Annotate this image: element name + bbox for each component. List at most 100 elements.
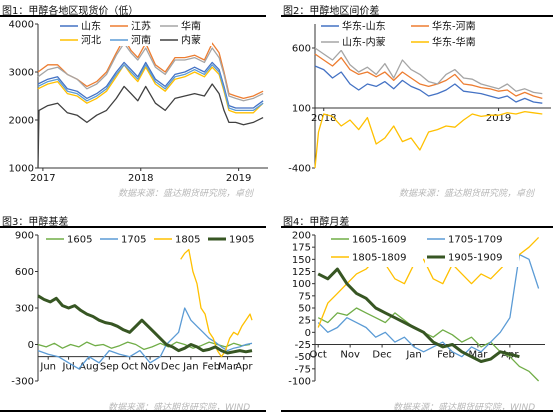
y-tick-label: 600 <box>15 267 34 278</box>
x-tick-label: Dec <box>372 350 391 361</box>
y-tick-label: 100 <box>292 279 311 290</box>
legend-label: 1805 <box>175 235 200 246</box>
series-line-华东-华南 <box>314 110 543 169</box>
y-tick-label: 2000 <box>9 116 34 127</box>
y-tick-label: 175 <box>292 243 311 254</box>
y-tick-label: 200 <box>292 231 311 242</box>
y-tick-label: 125 <box>292 267 311 278</box>
legend: 1605-1609 1705-1709 1805-1809 1905-1909 <box>329 233 519 267</box>
x-tick-label: Nov <box>140 362 160 373</box>
legend-label: 华东-华南 <box>432 36 476 49</box>
y-tick-label: -300 <box>11 377 34 388</box>
legend-bg <box>206 233 258 245</box>
legend-bg <box>152 233 204 245</box>
x-tick-label: Jul <box>62 362 75 373</box>
x-tick-label: Sep <box>100 362 119 373</box>
legend-bg <box>409 20 497 34</box>
source-note: 数据来源：盛达期货研究院，WIND <box>108 403 251 413</box>
series-line-华南 <box>37 42 264 102</box>
source-note: 数据来源：盛达期货研究院，卓创 <box>118 189 254 199</box>
series-line-内蒙 <box>37 83 264 169</box>
series-line-河南 <box>37 64 264 112</box>
panel-spot-prices: 图1：甲醇各地区现货价（低） 1000 2000 3000 4000 2017 2018 2… <box>0 0 276 202</box>
legend: 1605 1705 1805 1905 <box>44 233 258 246</box>
x-tick-label: Oct <box>121 362 138 373</box>
legend-label: 1905 <box>229 235 254 246</box>
panel-title: 图2：甲醇地区间价差 <box>283 6 380 17</box>
panel-month-spread: 图4：甲醇月差 -100 -75 -50 -25 0 25 50 75 100 125 150 175… <box>281 211 559 414</box>
legend-label: 河南 <box>131 34 151 47</box>
series-line-1705-1709 <box>317 253 540 358</box>
x-tick-label: Jan <box>405 350 421 361</box>
legend-bg <box>58 34 106 46</box>
legend-bg <box>319 36 407 50</box>
y-tick-label: 100 <box>292 104 311 115</box>
source-note: 数据来源：盛达期货研究院，卓创 <box>399 189 535 199</box>
y-tick-label: 900 <box>15 231 34 242</box>
legend-label: 河北 <box>81 35 101 47</box>
bottom-rule <box>0 410 266 412</box>
x-tick-label: 2019 <box>486 113 511 124</box>
title-rule <box>281 15 553 17</box>
x-tick-label: Jun <box>39 362 56 373</box>
legend-bg <box>98 233 150 245</box>
legend-label: 1705 <box>121 235 146 246</box>
legend-label: 1605-1609 <box>352 235 407 246</box>
x-tick-label: Mar <box>218 362 238 373</box>
panel-title: 图3：甲醇基差 <box>2 217 69 228</box>
legend-bg <box>425 251 519 267</box>
legend-bg <box>44 233 96 245</box>
legend-bg <box>158 20 212 32</box>
x-tick-label: 2019 <box>226 173 251 184</box>
legend-bg <box>409 36 497 50</box>
legend-bg <box>329 233 423 249</box>
x-tick-label: Feb <box>437 350 455 361</box>
legend-bg <box>158 34 212 46</box>
legend-label: 内蒙 <box>181 34 201 47</box>
legend-bg <box>425 233 519 249</box>
title-rule <box>281 226 553 228</box>
panel-basis: 图3：甲醇基差 -300 0 300 600 900 Jun Jul Aug Sep Oct Nov… <box>0 211 276 414</box>
chart-basis: -300 0 300 600 900 Jun Jul Aug Sep Oct Nov Dec Jan Fe… <box>11 231 258 388</box>
title-rule <box>0 226 266 228</box>
x-tick-label: Feb <box>202 362 220 373</box>
y-tick-label: 0 <box>28 340 34 351</box>
x-tick-label: Apr <box>235 362 253 373</box>
series-line-1905-1909 <box>317 267 520 363</box>
legend-label: 1905-1909 <box>448 253 503 264</box>
series-line-1705 <box>37 307 253 370</box>
x-tick-label: 2018 <box>128 173 153 184</box>
source-note: 数据来源：盛达期货研究院，WIND <box>393 403 536 413</box>
y-tick-label: 150 <box>292 255 311 266</box>
x-tick-label: Dec <box>161 362 180 373</box>
legend-label: 华南 <box>181 20 201 33</box>
y-tick-label: -400 <box>288 164 311 175</box>
y-tick-label: 600 <box>292 44 311 55</box>
legend-label: 山东 <box>81 20 101 33</box>
y-tick-label: 75 <box>298 291 311 302</box>
legend-bg <box>108 20 156 32</box>
y-tick-label: -100 <box>288 377 311 388</box>
bottom-rule <box>281 410 553 412</box>
y-tick-label: 1000 <box>9 164 34 175</box>
legend-label: 1705-1709 <box>448 235 503 246</box>
x-tick-label: Oct <box>310 350 327 361</box>
x-tick-label: Aug <box>79 362 99 373</box>
panel-title: 图1：甲醇各地区现货价（低） <box>2 6 139 17</box>
y-tick-label: -50 <box>295 352 311 363</box>
y-tick-label: 4000 <box>9 20 34 31</box>
legend-label: 1605 <box>67 235 92 246</box>
title-rule <box>0 15 266 17</box>
panel-title: 图4：甲醇月差 <box>283 217 350 228</box>
legend-bg <box>329 251 423 267</box>
x-tick-label: 2018 <box>311 113 336 124</box>
y-tick-label: -25 <box>295 340 311 351</box>
y-tick-label: 3000 <box>9 68 34 79</box>
legend-label: 1805-1809 <box>352 253 407 264</box>
legend-label: 江苏 <box>131 20 151 33</box>
y-tick-label: 50 <box>298 304 311 315</box>
